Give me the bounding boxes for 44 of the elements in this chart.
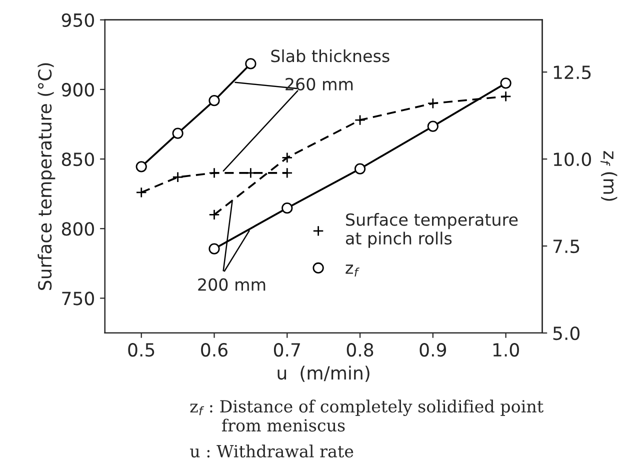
legend-label: Surface temperature at pinch rolls xyxy=(346,213,518,248)
point xyxy=(245,167,256,179)
y-tick-label: 900 xyxy=(62,82,94,97)
point xyxy=(500,78,512,89)
annotation: 260 mm xyxy=(286,78,353,90)
text: u : Withdrawal rate xyxy=(190,444,354,458)
legend-label: z$_{f}$ xyxy=(346,264,360,276)
point xyxy=(208,243,220,254)
y2-tick-label: 7.5 xyxy=(553,240,580,254)
text: z$_{f}$ : Distance of completely solidified point from meniscus xyxy=(190,400,544,432)
point xyxy=(245,58,256,70)
y2-tick-label: 12.5 xyxy=(554,66,591,80)
annotation: 200 mm xyxy=(198,278,266,291)
x-tick-label: 0.9 xyxy=(420,343,446,357)
y-tick-label: 850 xyxy=(62,152,94,166)
x-tick-label: 0.7 xyxy=(274,343,300,357)
point xyxy=(427,120,438,132)
point xyxy=(136,161,147,172)
y-tick-label: 750 xyxy=(62,292,94,306)
y2-tick-label: 5.0 xyxy=(553,326,580,340)
point xyxy=(282,152,293,164)
x-tick-label: 1.0 xyxy=(493,343,519,357)
point xyxy=(208,167,220,179)
y2-axis-title: z$_{f}$ (m) xyxy=(600,151,618,201)
x-tick-label: 0.8 xyxy=(346,343,374,357)
point xyxy=(427,98,438,109)
point xyxy=(282,202,293,214)
x-tick-label: 0.6 xyxy=(201,343,228,357)
point xyxy=(354,114,366,126)
y2-tick-label: 10.0 xyxy=(554,152,591,166)
y-axis-title: Surface temperature (°C) xyxy=(38,63,56,290)
point xyxy=(354,163,366,174)
x-axis-title: u (m/min) xyxy=(278,366,370,382)
point xyxy=(172,172,184,183)
point xyxy=(282,167,293,179)
point xyxy=(136,186,147,198)
y-tick-label: 950 xyxy=(62,13,94,27)
point xyxy=(208,95,220,106)
x-tick-label: 0.5 xyxy=(128,343,154,357)
y-tick-label: 800 xyxy=(62,222,94,236)
point xyxy=(500,90,512,102)
annotation: Slab thickness xyxy=(271,49,390,62)
point xyxy=(172,128,184,139)
point xyxy=(208,209,220,220)
